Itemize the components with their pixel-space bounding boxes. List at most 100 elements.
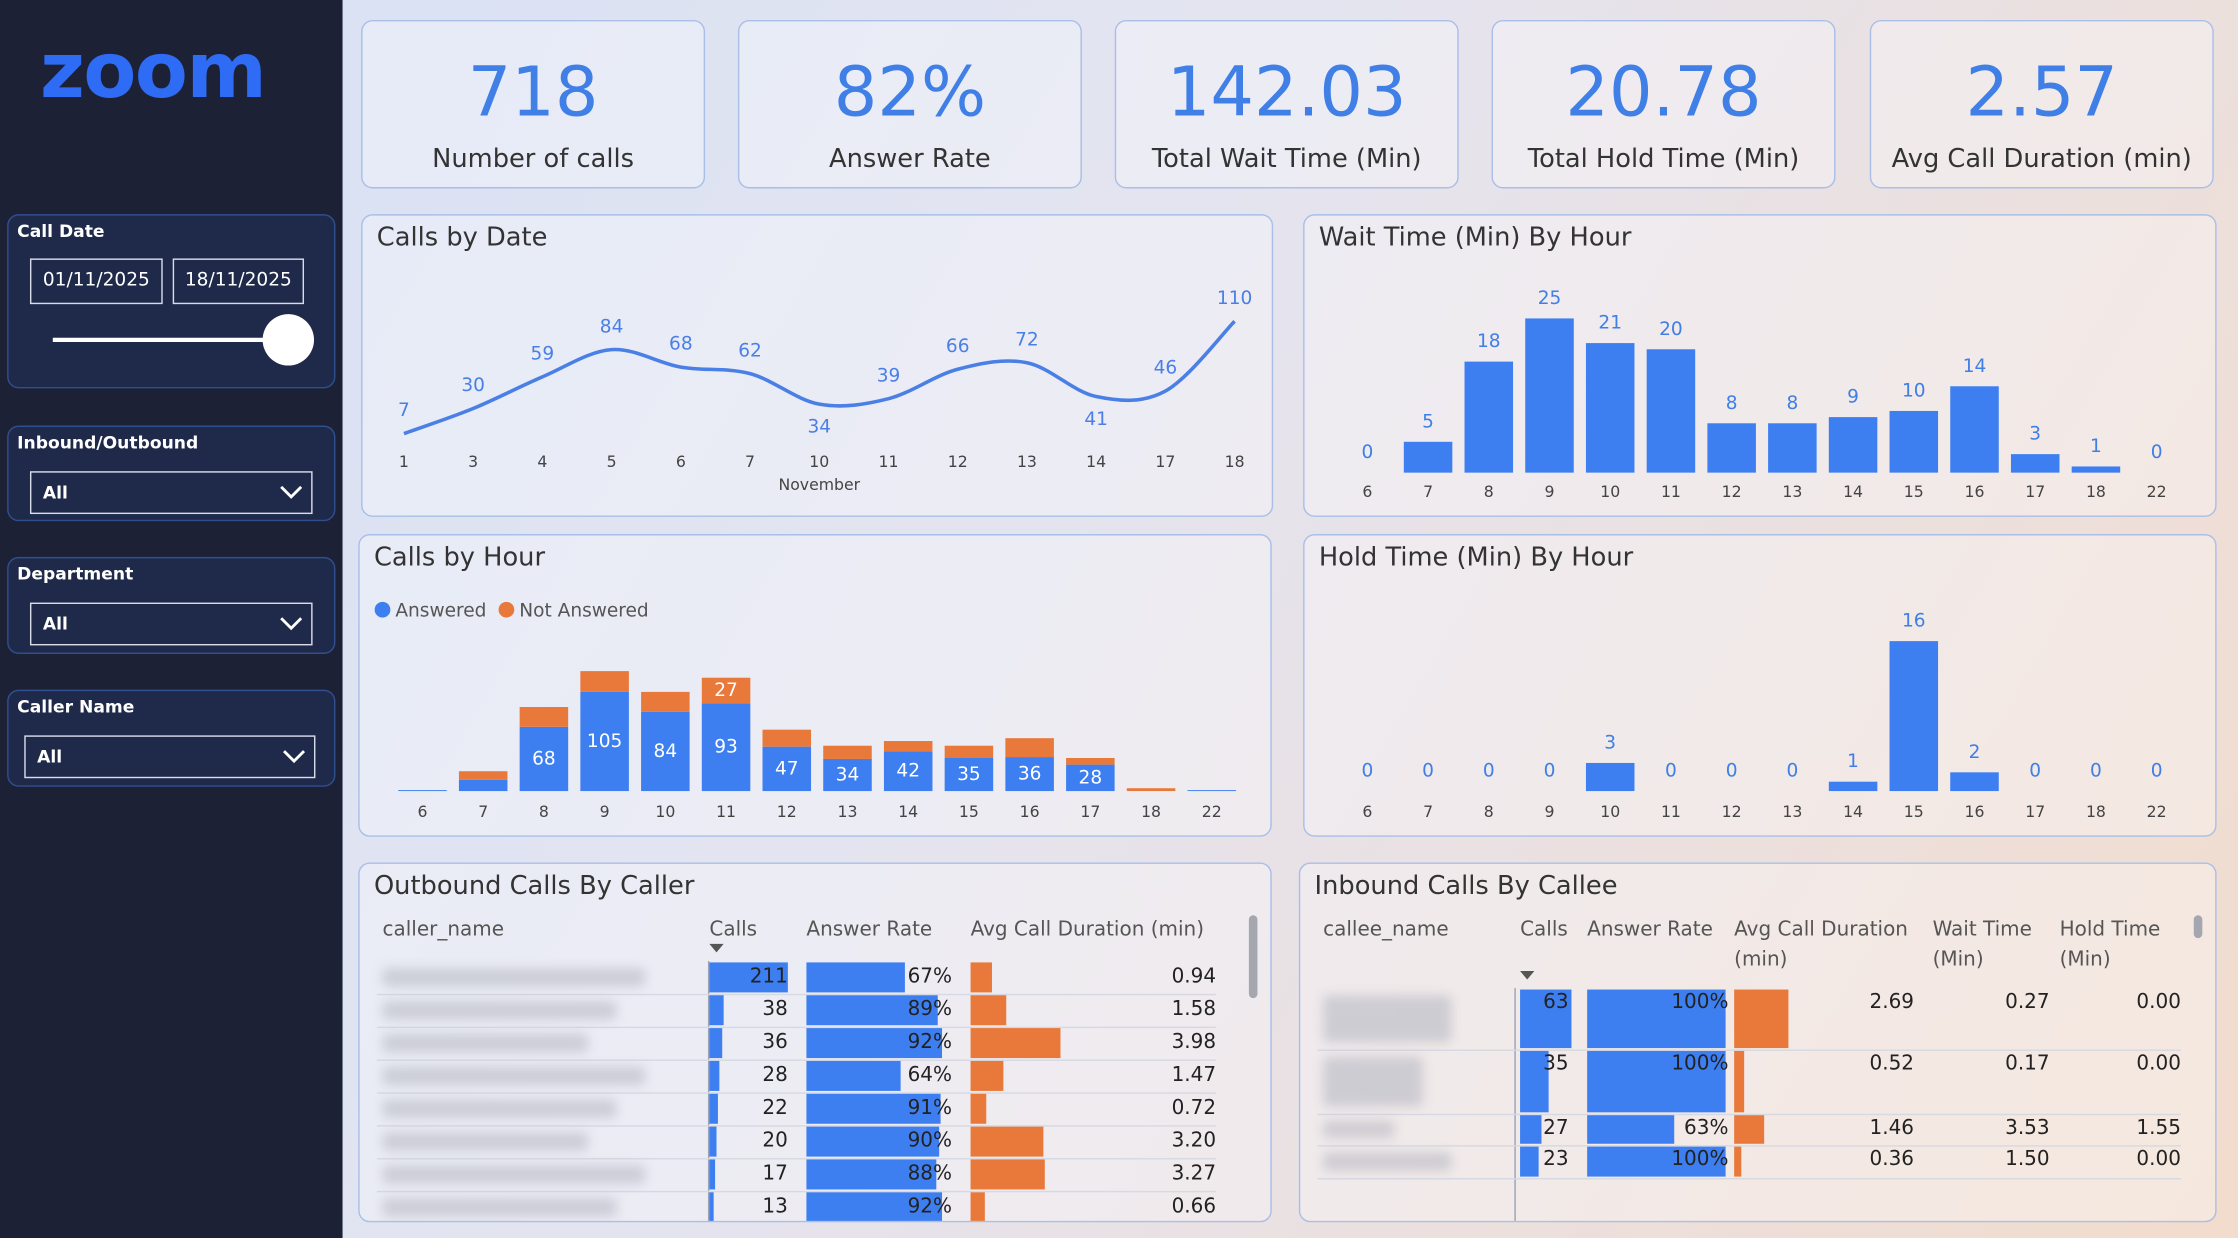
slider-handle[interactable] bbox=[262, 314, 315, 366]
data-label: 93 bbox=[714, 737, 738, 758]
bar bbox=[1126, 788, 1176, 792]
end-date[interactable]: 18/11/2025 bbox=[172, 258, 305, 305]
column-header[interactable]: Avg Call Duration (min) bbox=[1734, 918, 1908, 971]
x-tick-label: 8 bbox=[1484, 482, 1494, 501]
data-bar bbox=[1520, 989, 1572, 1049]
data-label: 42 bbox=[896, 761, 920, 782]
bar bbox=[1828, 781, 1878, 792]
legend-marker bbox=[498, 601, 515, 618]
data-label: 0 bbox=[1422, 761, 1434, 782]
row-separator bbox=[1317, 1178, 2181, 1180]
dropdown[interactable]: All bbox=[29, 602, 313, 646]
bar bbox=[1950, 386, 1999, 473]
date-slider[interactable] bbox=[9, 216, 337, 390]
table-cell: 0.94 bbox=[1171, 965, 1217, 989]
row-separator bbox=[376, 1092, 1217, 1094]
x-tick-label: 13 bbox=[1017, 452, 1037, 471]
kpi-label: Number of calls bbox=[432, 144, 635, 175]
column-header[interactable]: Avg Call Duration (min) bbox=[970, 918, 1204, 941]
x-tick-label: 16 bbox=[1965, 482, 1985, 501]
data-label: 0 bbox=[2151, 442, 2163, 463]
dropdown[interactable]: All bbox=[29, 471, 313, 515]
row-separator bbox=[1317, 1145, 2181, 1147]
column-header[interactable]: Hold Time (Min) bbox=[2059, 918, 2161, 971]
column-header[interactable]: Calls bbox=[709, 918, 758, 941]
bar bbox=[641, 691, 690, 712]
bar bbox=[1889, 641, 1939, 792]
x-tick-label: 11 bbox=[1661, 802, 1681, 821]
x-tick-label: 9 bbox=[1545, 482, 1555, 501]
column-header[interactable]: Wait Time (Min) bbox=[1932, 918, 2032, 971]
bar bbox=[762, 729, 812, 747]
table-cell: 0.36 bbox=[1869, 1148, 1915, 1171]
x-tick-label: 8 bbox=[1484, 802, 1494, 821]
x-tick-label: 18 bbox=[2086, 482, 2106, 501]
column-header[interactable]: callee_name bbox=[1323, 918, 1449, 941]
row-separator bbox=[1317, 1049, 2181, 1051]
column-header[interactable]: Answer Rate bbox=[1587, 918, 1713, 941]
x-tick-label: 14 bbox=[1843, 802, 1863, 821]
data-label: 0 bbox=[1726, 761, 1738, 782]
bar bbox=[1585, 343, 1635, 473]
bar bbox=[701, 703, 751, 792]
table-cell: 89% bbox=[907, 998, 953, 1021]
column-header[interactable]: Calls bbox=[1520, 918, 1568, 941]
data-label: 8 bbox=[1726, 393, 1738, 414]
table-cell: 100% bbox=[1671, 1148, 1729, 1171]
column-separator bbox=[707, 960, 710, 1221]
bar bbox=[2071, 466, 2121, 473]
data-label: 105 bbox=[587, 731, 622, 752]
blurred-name bbox=[382, 1165, 646, 1184]
bar bbox=[944, 758, 994, 792]
legend-marker bbox=[374, 601, 391, 618]
data-label: 25 bbox=[1538, 288, 1562, 309]
x-tick-label: 5 bbox=[607, 452, 617, 471]
scrollbar[interactable] bbox=[2193, 915, 2203, 939]
x-tick-label: 12 bbox=[948, 452, 968, 471]
table-cell: 88% bbox=[907, 1162, 953, 1186]
data-bar bbox=[806, 962, 906, 993]
data-label: 14 bbox=[1963, 356, 1987, 377]
chevron bbox=[280, 617, 303, 631]
line bbox=[403, 320, 1236, 436]
bar bbox=[580, 691, 629, 792]
bar bbox=[1005, 757, 1054, 792]
dropdown[interactable]: All bbox=[24, 735, 316, 779]
data-bar bbox=[970, 1126, 1043, 1157]
table-cell: 0.00 bbox=[2136, 990, 2181, 1014]
table-cell: 35 bbox=[1543, 1052, 1569, 1076]
x-tick-label: 6 bbox=[1362, 482, 1372, 501]
chart-title: Calls by Hour bbox=[373, 542, 546, 573]
x-tick-label: 15 bbox=[1904, 802, 1924, 821]
bar bbox=[1066, 764, 1115, 792]
dropdown-value: All bbox=[42, 482, 68, 503]
bar bbox=[883, 751, 933, 792]
data-bar bbox=[806, 1028, 943, 1059]
x-tick-label: 7 bbox=[478, 802, 488, 821]
filter-label: Inbound/Outbound bbox=[17, 432, 199, 453]
data-label: 27 bbox=[714, 680, 738, 701]
blurred-name bbox=[1323, 1056, 1424, 1107]
row-separator bbox=[376, 1059, 1217, 1061]
data-bar bbox=[1734, 1115, 1764, 1144]
blurred-name bbox=[382, 1198, 617, 1217]
data-label: 0 bbox=[1483, 761, 1495, 782]
data-label: 110 bbox=[1217, 288, 1252, 309]
table-cell: 27 bbox=[1543, 1116, 1569, 1140]
bar bbox=[1403, 441, 1453, 473]
bar bbox=[1464, 361, 1514, 473]
blurred-name bbox=[382, 1066, 646, 1086]
column-header[interactable]: caller_name bbox=[382, 918, 505, 941]
table-cell: 92% bbox=[907, 1030, 953, 1054]
data-label: 59 bbox=[531, 344, 555, 365]
bar bbox=[458, 771, 508, 780]
data-label: 36 bbox=[1018, 764, 1042, 785]
start-date[interactable]: 01/11/2025 bbox=[29, 258, 163, 305]
x-tick-label: 22 bbox=[2147, 802, 2167, 821]
bar bbox=[1950, 772, 1999, 792]
scrollbar[interactable] bbox=[1248, 915, 1258, 999]
column-header[interactable]: Answer Rate bbox=[806, 918, 933, 941]
chevron bbox=[283, 750, 306, 764]
